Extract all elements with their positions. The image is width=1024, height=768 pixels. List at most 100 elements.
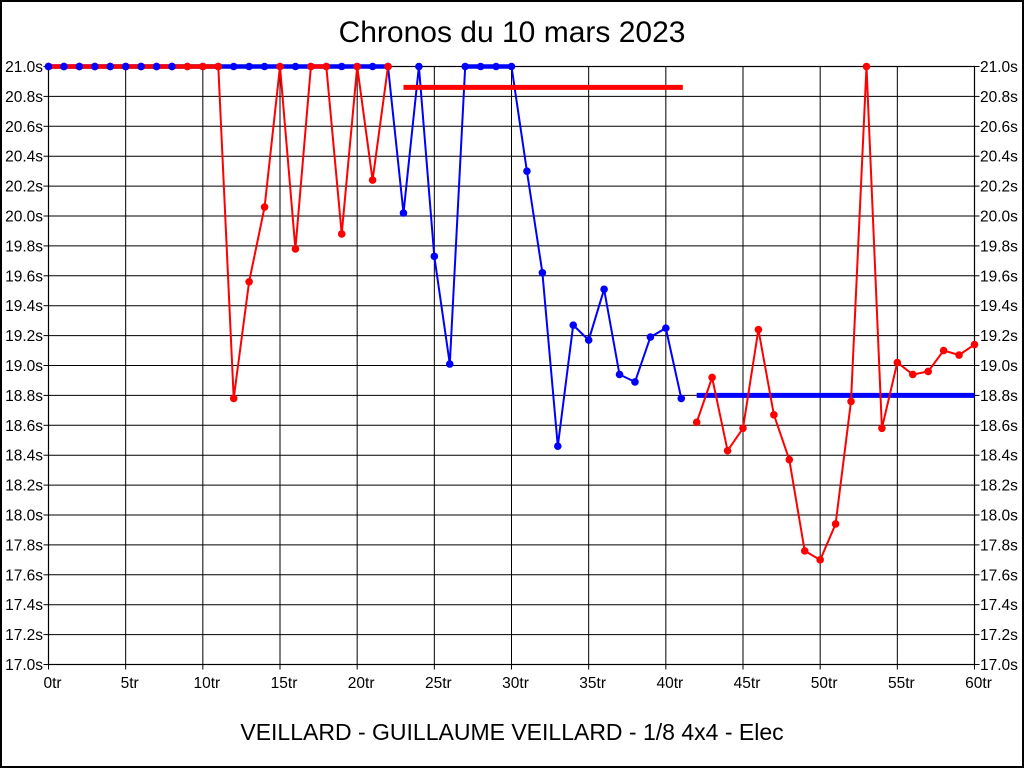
red-run-marker	[307, 62, 315, 71]
x-tick-label: 25tr	[425, 675, 452, 692]
red-run-marker	[739, 424, 747, 433]
red-run-marker	[214, 62, 223, 71]
blue-run-marker-overlay	[106, 62, 115, 71]
blue-run-marker	[368, 62, 377, 71]
blue-run-marker	[245, 62, 253, 71]
blue-run-marker	[662, 324, 670, 332]
x-tick-label: 20tr	[348, 675, 375, 692]
red-run-marker	[708, 373, 716, 382]
red-run-marker	[337, 230, 346, 238]
y-tick-label-right: 17.6s	[980, 567, 1018, 584]
red-run-marker	[847, 397, 855, 406]
blue-run-marker	[461, 62, 470, 71]
x-tick-label: 35tr	[579, 675, 606, 692]
red-run-marker	[800, 547, 809, 555]
red-run-marker	[955, 351, 963, 359]
y-tick-label-left: 20.6s	[5, 119, 43, 136]
y-tick-label-right: 21.0s	[980, 59, 1018, 76]
y-tick-label-left: 18.2s	[5, 478, 43, 495]
blue-run-marker	[600, 285, 608, 294]
red-run-marker	[692, 418, 701, 427]
x-tick-label: 15tr	[271, 675, 298, 692]
y-tick-label-left: 20.0s	[5, 209, 43, 226]
blue-run-marker-overlay	[75, 62, 84, 71]
y-tick-label-right: 17.8s	[980, 537, 1018, 554]
blue-run-marker	[554, 442, 562, 451]
red-run-marker	[183, 62, 192, 71]
x-tick-label: 10tr	[193, 675, 220, 692]
blue-run-marker	[631, 378, 639, 386]
y-tick-label-right: 18.8s	[980, 388, 1018, 405]
blue-run-marker	[615, 370, 624, 379]
y-tick-label-left: 19.0s	[5, 358, 43, 375]
x-tick-label: 50tr	[811, 675, 838, 692]
red-run-marker	[816, 556, 824, 564]
red-run-marker	[770, 411, 778, 419]
red-run-marker	[970, 340, 979, 349]
y-tick-label-right: 17.4s	[980, 597, 1018, 614]
y-tick-label-left: 19.8s	[5, 238, 43, 255]
x-tick-label: 55tr	[888, 675, 915, 692]
y-tick-label-right: 20.6s	[980, 119, 1018, 136]
blue-run-marker	[523, 167, 531, 175]
y-tick-label-right: 19.0s	[980, 358, 1018, 375]
blue-run-marker	[538, 269, 547, 277]
blue-run-marker-overlay	[121, 62, 130, 71]
y-tick-label-left: 19.6s	[5, 268, 43, 285]
x-tick-label: 45tr	[734, 675, 761, 692]
red-run-marker	[245, 277, 253, 286]
red-run-marker	[353, 62, 361, 71]
red-run-marker	[908, 370, 917, 379]
blue-run-marker-overlay	[168, 62, 176, 71]
y-tick-label-left: 19.2s	[5, 328, 43, 345]
red-run-marker	[754, 325, 763, 334]
y-tick-label-left: 21.0s	[5, 59, 43, 76]
y-tick-label-left: 20.8s	[5, 89, 43, 106]
y-tick-label-left: 17.0s	[5, 657, 43, 674]
red-run-marker	[878, 424, 886, 433]
blue-run-marker	[291, 62, 300, 71]
y-tick-label-right: 19.6s	[980, 268, 1018, 285]
blue-run-marker	[646, 333, 655, 341]
y-tick-label-right: 19.2s	[980, 328, 1018, 345]
red-run-marker	[924, 367, 932, 376]
blue-run-marker	[569, 321, 578, 329]
red-run-marker	[831, 520, 840, 528]
red-run-marker	[368, 176, 377, 184]
blue-run-marker-overlay	[91, 62, 99, 71]
y-tick-label-left: 19.4s	[5, 298, 43, 315]
y-tick-label-left: 17.8s	[5, 537, 43, 554]
x-tick-label: 30tr	[502, 675, 529, 692]
y-tick-label-left: 17.2s	[5, 627, 43, 644]
red-run-marker	[276, 62, 284, 71]
blue-run-marker	[492, 62, 500, 71]
red-run-marker	[291, 245, 300, 253]
y-tick-label-right: 19.8s	[980, 238, 1018, 255]
y-tick-label-right: 18.6s	[980, 418, 1018, 435]
y-tick-label-right: 20.4s	[980, 149, 1018, 166]
red-run-marker	[862, 62, 871, 71]
x-tick-label: 40tr	[656, 675, 683, 692]
blue-run-marker-overlay	[60, 62, 68, 71]
red-run-marker	[723, 446, 732, 455]
red-run-marker	[199, 62, 207, 71]
blue-run-marker	[260, 62, 269, 71]
red-run-marker	[939, 346, 948, 355]
y-tick-label-right: 17.2s	[980, 627, 1018, 644]
blue-run-marker	[677, 394, 686, 403]
y-tick-label-left: 18.8s	[5, 388, 43, 405]
red-run-marker	[785, 455, 794, 464]
blue-run-marker-overlay	[44, 62, 53, 71]
x-tick-label: 5tr	[121, 675, 139, 692]
y-tick-label-left: 17.4s	[5, 597, 43, 614]
y-tick-label-left: 18.0s	[5, 508, 43, 525]
y-tick-label-right: 18.2s	[980, 478, 1018, 495]
blue-run-marker	[430, 252, 439, 261]
y-tick-label-right: 17.0s	[980, 657, 1018, 674]
page-title: Chronos du 10 mars 2023	[338, 16, 686, 49]
y-tick-label-left: 17.6s	[5, 567, 43, 584]
red-run-marker	[322, 62, 331, 71]
x-tick-label: 0tr	[43, 675, 61, 692]
blue-run-marker	[507, 62, 516, 71]
